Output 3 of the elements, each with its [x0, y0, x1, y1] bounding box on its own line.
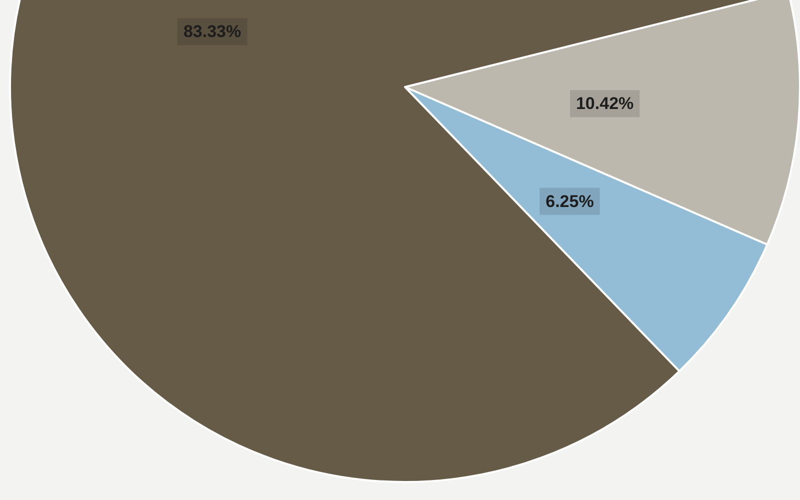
data-label: 6.25% [546, 192, 594, 211]
data-label: 83.33% [183, 22, 242, 42]
data-label: 10.42% [576, 94, 634, 114]
